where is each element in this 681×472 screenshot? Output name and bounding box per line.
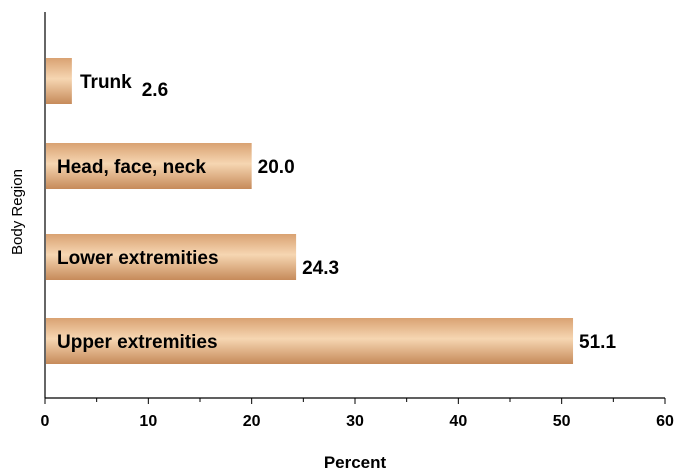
bar-head-face-neck [46, 143, 252, 189]
value-label: 20.0 [258, 157, 295, 178]
category-label: Trunk [80, 72, 132, 93]
value-label: 2.6 [142, 80, 168, 101]
bar-upper-extremities [46, 318, 574, 364]
x-tick-label: 40 [449, 413, 467, 430]
bars-layer: Upper extremities 51.1 Lower extremities 24… [46, 58, 616, 364]
value-label: 24.3 [302, 258, 339, 279]
category-label: Head, face, neck [57, 157, 206, 178]
x-ticks-layer: 0 10 20 30 40 50 60 [41, 398, 674, 430]
category-label: Upper extremities [57, 332, 218, 353]
x-axis-title: Percent [324, 453, 387, 472]
x-tick-label: 20 [243, 413, 261, 430]
category-label: Lower extremities [57, 248, 219, 269]
value-label: 51.1 [579, 332, 616, 353]
x-tick-label: 60 [656, 413, 674, 430]
bar-trunk [46, 58, 72, 104]
x-tick-label: 0 [41, 413, 50, 430]
x-tick-label: 10 [139, 413, 157, 430]
x-tick-label: 30 [346, 413, 364, 430]
x-tick-label: 50 [553, 413, 571, 430]
bar-lower-extremities [46, 234, 297, 280]
y-axis-title: Body Region [9, 169, 26, 255]
